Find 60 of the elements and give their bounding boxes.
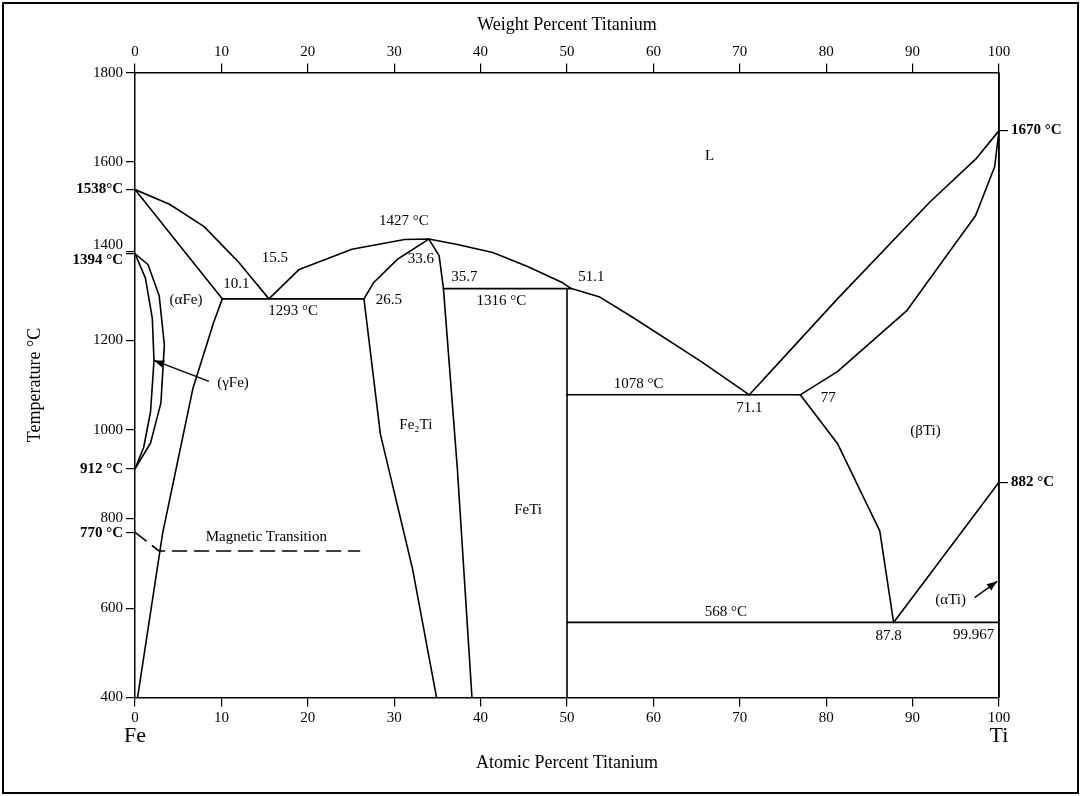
- x2-tick-label: 40: [473, 709, 489, 726]
- x-tick-label: 80: [818, 42, 834, 59]
- y-tick-label: 1600: [93, 152, 123, 169]
- x-tick-label: 90: [905, 42, 921, 59]
- x-axis-title: Atomic Percent Titanium: [476, 751, 658, 772]
- annotation: 99.967: [953, 626, 995, 643]
- y-tick-label: 912 °C: [79, 459, 123, 476]
- x2-tick-label: 50: [559, 709, 575, 726]
- y-tick-label: 1000: [93, 420, 123, 437]
- x-tick-label: 40: [473, 42, 489, 59]
- x2-tick-label: 30: [386, 709, 402, 726]
- y-tick-label: 1394 °C: [72, 250, 123, 267]
- x2-tick-label: 80: [818, 709, 834, 726]
- annotation: 568 °C: [704, 603, 748, 620]
- annotation: 33.6: [407, 250, 435, 266]
- y-tick-label: 1400: [93, 235, 123, 252]
- annotation: 1427 °C: [378, 212, 429, 228]
- annotation: 1078 °C: [613, 374, 664, 391]
- annotation: 1293 °C: [268, 301, 318, 318]
- annotation: 87.8: [875, 627, 902, 644]
- x2-axis-title: Weight Percent Titanium: [477, 13, 657, 34]
- annotation: 71.1: [736, 398, 763, 415]
- x-tick-label: 20: [300, 42, 316, 59]
- y-tick-label: 600: [100, 599, 123, 616]
- annotation: 1316 °C: [476, 291, 527, 308]
- x-tick-label: 100: [987, 42, 1011, 59]
- x2-tick-label: 90: [905, 709, 921, 726]
- x-tick-label: 70: [732, 42, 748, 59]
- x-tick-label: 0: [131, 42, 139, 59]
- y-tick-label: 1200: [93, 331, 123, 348]
- annotation: 26.5: [375, 290, 403, 307]
- annotation: (βTi): [910, 421, 941, 439]
- x2-tick-label: 60: [645, 709, 661, 726]
- annotation: (γFe): [217, 374, 249, 392]
- x-tick-label: 10: [213, 42, 229, 59]
- annotation: FeTi: [514, 500, 543, 517]
- y-tick-label: 1538°C: [76, 180, 123, 197]
- annotation: 35.7: [451, 267, 479, 284]
- y-tick-label: 1800: [93, 63, 123, 80]
- y-tick-label: 770 °C: [79, 523, 123, 540]
- annotation: L: [704, 146, 715, 163]
- x-tick-label: 60: [645, 42, 661, 59]
- y2-tick-label: 882 °C: [1011, 473, 1055, 490]
- x2-tick-label: 70: [732, 709, 748, 726]
- annotation: 10.1: [223, 274, 250, 291]
- x2-tick-label: 10: [213, 709, 229, 726]
- x-tick-label: 50: [559, 42, 575, 59]
- annotation: (αFe): [169, 291, 203, 309]
- annotation: 77: [820, 388, 837, 405]
- annotation: 15.5: [261, 248, 289, 265]
- y-tick-label: 800: [100, 509, 123, 526]
- x-tick-label: 30: [386, 42, 402, 59]
- y-tick-label: 400: [100, 688, 123, 705]
- y2-tick-label: 1670 °C: [1011, 121, 1062, 138]
- y-axis-title: Temperature °C: [23, 327, 44, 443]
- annotation: Fe₂Ti: [399, 415, 433, 432]
- annotation: 51.1: [578, 267, 605, 284]
- annotation: (αTi): [935, 590, 966, 608]
- annotation: Magnetic Transition: [205, 527, 328, 544]
- x2-tick-label: 20: [300, 709, 316, 726]
